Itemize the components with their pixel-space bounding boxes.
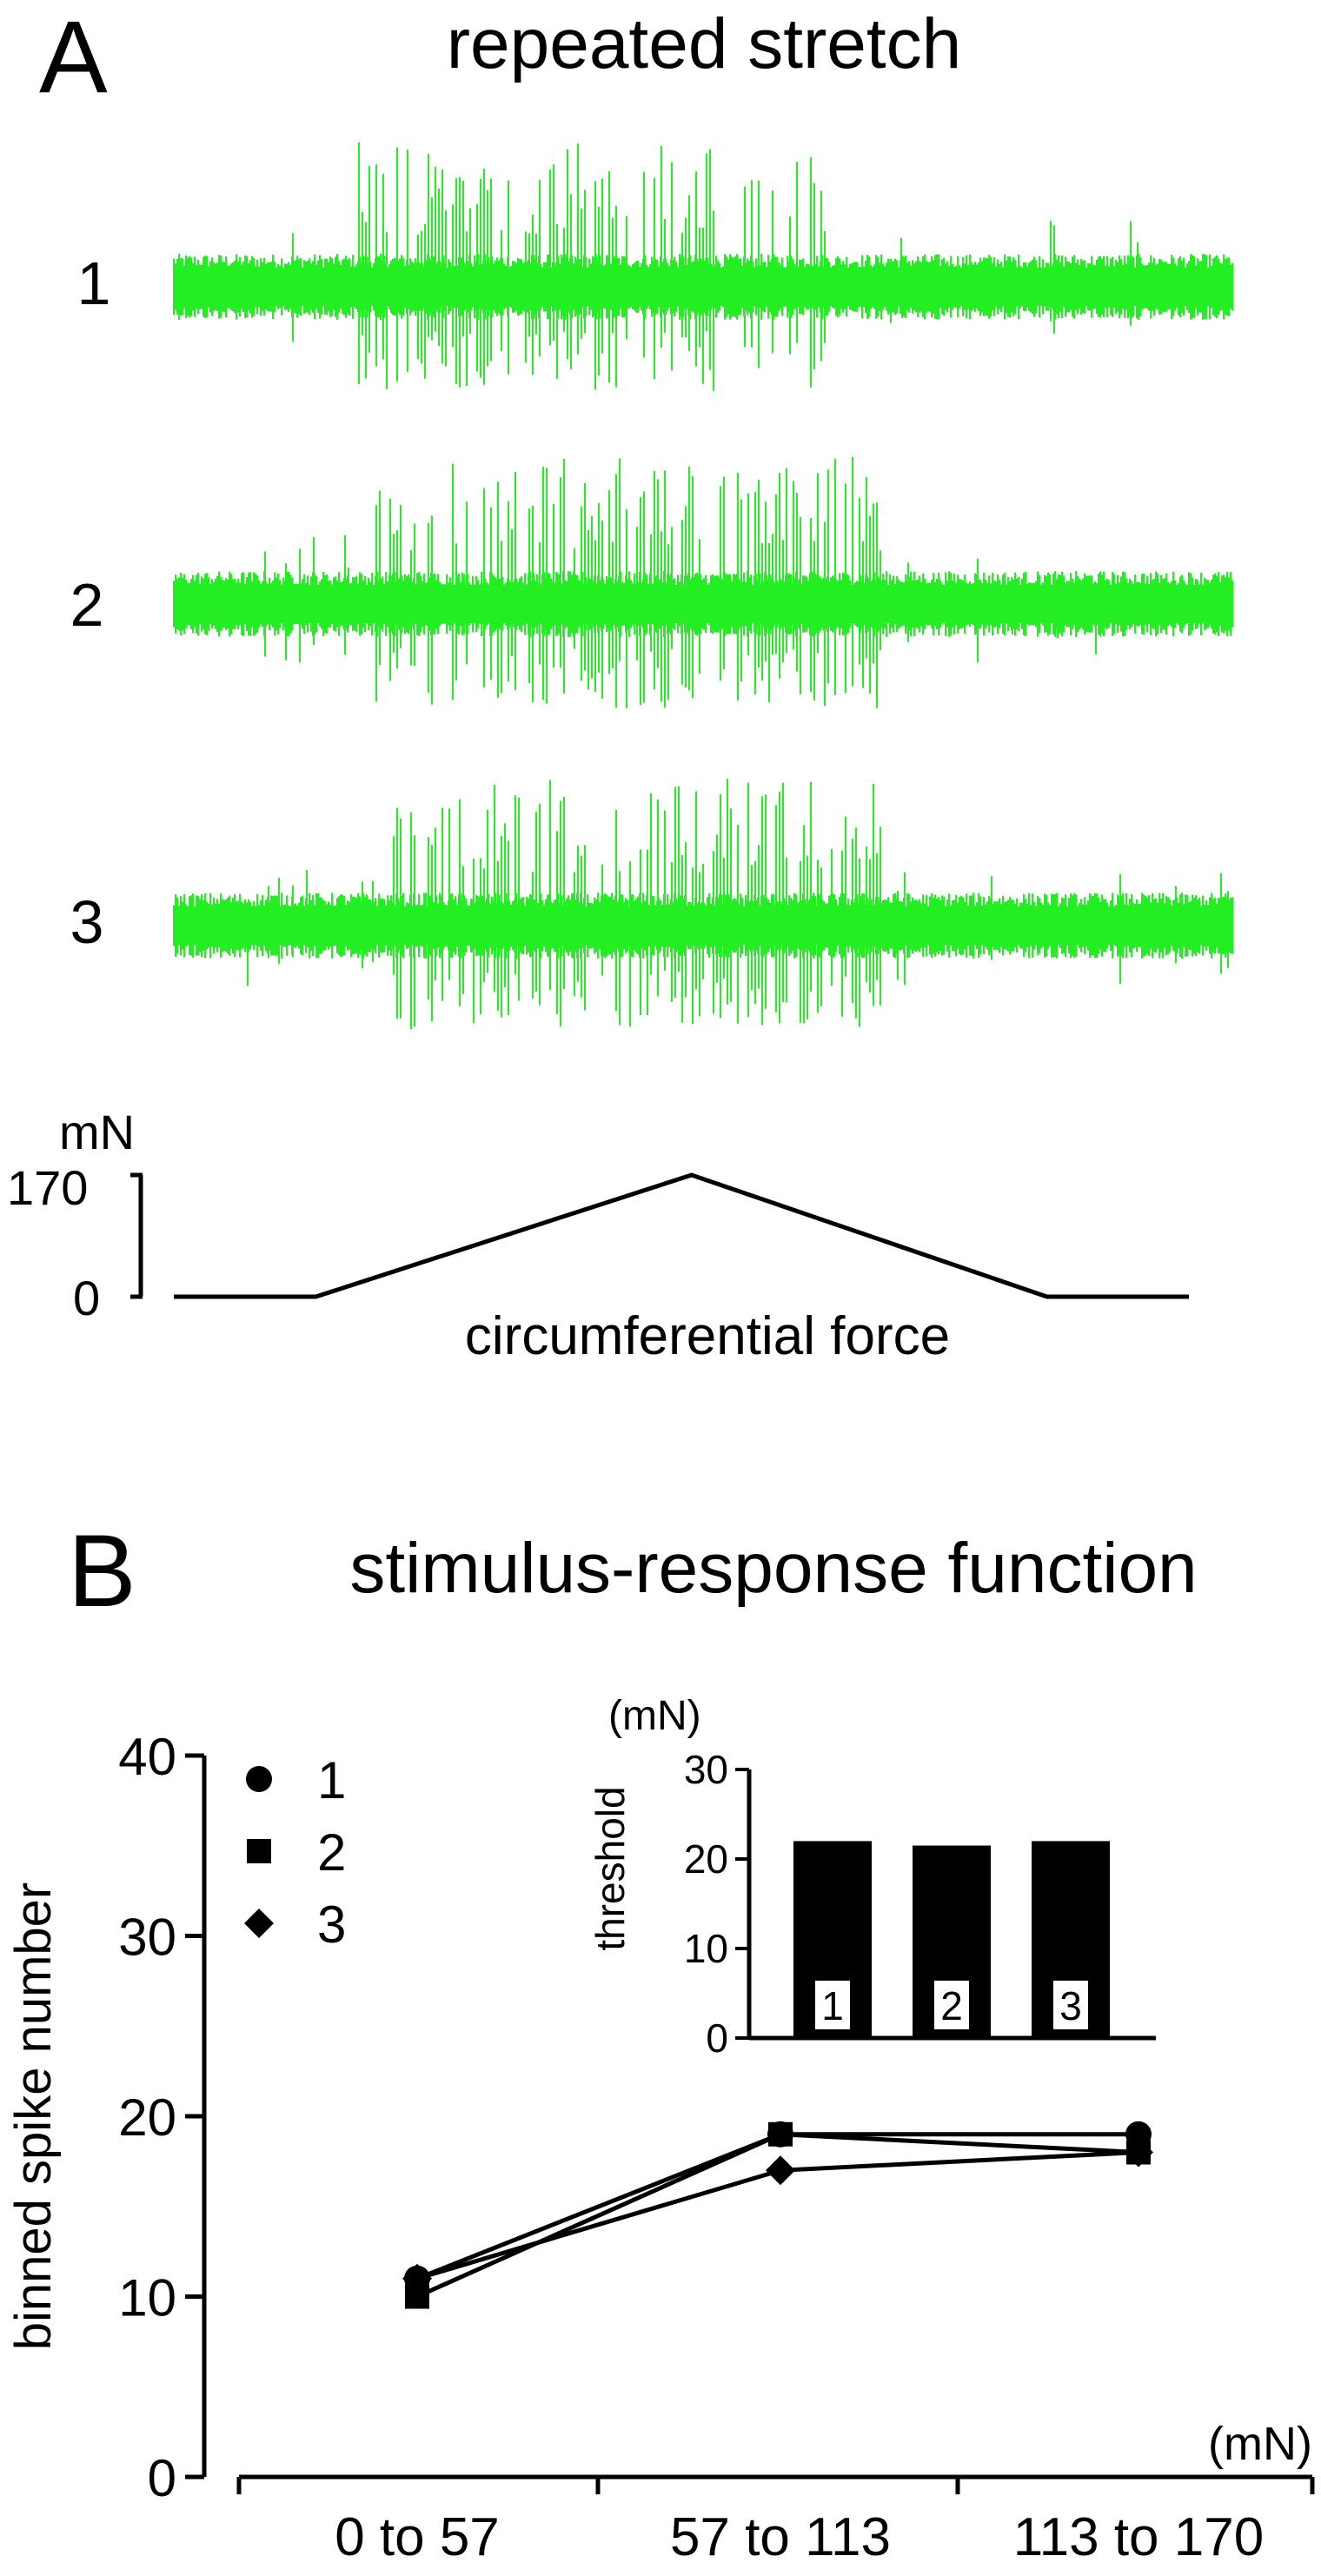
inset-y-tick-label: 20: [684, 1836, 728, 1882]
y-tick-label: 30: [118, 1909, 176, 1967]
y-tick-label: 10: [118, 2269, 176, 2327]
inset-bar-label: 3: [1059, 1983, 1082, 2028]
legend-label-1: 1: [317, 1751, 346, 1809]
panel-b: B stimulus-response function binned spik…: [5, 1514, 1315, 2567]
trace-spikes-1: [292, 142, 1138, 391]
inset-y-axis-label: threshold: [587, 1786, 633, 1950]
panel-a-letter: A: [39, 0, 108, 115]
panel-b-title: stimulus-response function: [349, 1529, 1197, 1608]
inset-unit-label: (mN): [608, 1693, 701, 1739]
nerve-recordings: [173, 142, 1233, 1030]
trace-spikes-2: [264, 456, 1097, 708]
inset-bar-label-box: [815, 1981, 850, 2029]
trace-2: [173, 456, 1233, 708]
inset-y-tick-label: 30: [684, 1747, 728, 1792]
panel-b-letter: B: [68, 1514, 136, 1629]
y-tick-label: 0: [148, 2449, 176, 2507]
force-unit-label: mN: [59, 1105, 135, 1159]
threshold-inset-chart: (mN) threshold 0 10 20 30 1 2 3: [587, 1693, 1156, 2061]
trace-label-1: 1: [77, 249, 111, 317]
legend-label-2: 2: [317, 1823, 346, 1882]
x-ticks: 0 to 57 57 to 113 113 to 170: [236, 2477, 1315, 2567]
force-trace: [174, 1172, 1189, 1299]
inset-y-ticks: 0 10 20 30: [684, 1747, 749, 2061]
y-tick-label: 20: [118, 2088, 176, 2147]
y-tick-label: 40: [118, 1728, 176, 1786]
inset-y-tick-label: 0: [706, 2015, 728, 2061]
y-axis-label: binned spike number: [5, 1882, 62, 2350]
panel-a: A repeated stretch 1 2 3 mN 170 0 circum…: [7, 0, 1233, 1366]
force-max-label: 170: [7, 1160, 88, 1215]
force-caption: circumferential force: [465, 1306, 950, 1366]
legend: 1 2 3: [244, 1751, 346, 1954]
x-axis-label: (mN): [1208, 2418, 1312, 2470]
data-point-series-3: [1124, 2137, 1153, 2168]
inset-y-tick-label: 10: [684, 1926, 728, 1971]
legend-marker-1: [246, 1766, 272, 1792]
legend-marker-2: [247, 1839, 271, 1863]
x-tick-label: 113 to 170: [1013, 2507, 1264, 2567]
legend-label-3: 3: [317, 1895, 346, 1954]
series-points: [402, 2121, 1153, 2309]
data-point-series-3: [402, 2263, 432, 2294]
force-min-label: 0: [73, 1271, 100, 1325]
force-scale-bar: mN 170 0: [7, 1105, 143, 1325]
data-point-series-3: [766, 2155, 795, 2186]
inset-bars: 1 2 3: [793, 1841, 1110, 2038]
panel-a-title: repeated stretch: [447, 4, 962, 83]
trace-label-2: 2: [70, 571, 104, 639]
y-ticks: 0 10 20 30 40: [118, 1728, 204, 2507]
trace-label-3: 3: [70, 888, 104, 956]
trace-noise-2: [173, 571, 1233, 637]
inset-bar-label-box: [934, 1981, 969, 2029]
x-tick-label: 0 to 57: [335, 2507, 500, 2567]
x-tick-label: 57 to 113: [670, 2507, 891, 2567]
trace-spikes-3: [247, 779, 1229, 1030]
inset-bar-label: 1: [821, 1983, 844, 2028]
inset-bar-label-box: [1053, 1981, 1088, 2029]
legend-marker-3: [244, 1909, 274, 1938]
data-point-series-2: [768, 2121, 793, 2147]
trace-1: [173, 142, 1233, 391]
inset-bar-label: 2: [940, 1983, 963, 2028]
trace-3: [173, 779, 1233, 1030]
